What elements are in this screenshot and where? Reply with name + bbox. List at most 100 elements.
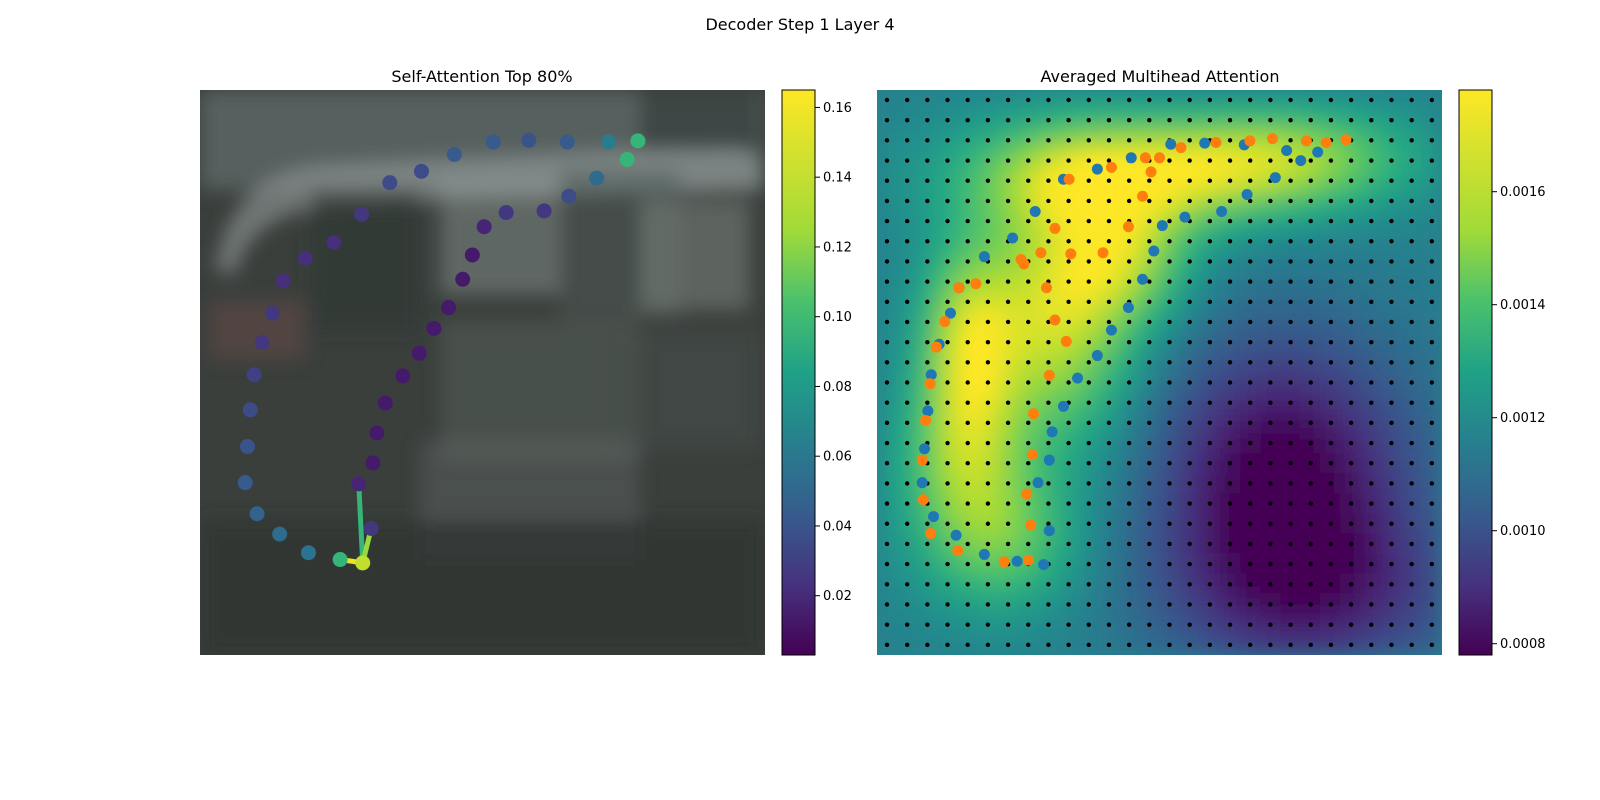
grid-dot bbox=[1328, 582, 1334, 587]
grid-dot bbox=[1288, 239, 1293, 244]
grid-dot bbox=[965, 239, 970, 244]
figure-suptitle: Decoder Step 1 Layer 4 bbox=[705, 15, 894, 34]
grid-dot bbox=[1369, 440, 1374, 446]
grid-dot bbox=[884, 259, 890, 264]
grid-dot bbox=[1348, 481, 1354, 486]
grid-dot bbox=[1066, 642, 1071, 648]
grid-dot bbox=[1106, 521, 1112, 526]
grid-dot bbox=[904, 259, 910, 264]
trajectory-point-18 bbox=[249, 506, 265, 522]
series-b-point-18 bbox=[920, 415, 932, 427]
grid-dot bbox=[1429, 380, 1435, 385]
grid-dot bbox=[1369, 279, 1374, 284]
grid-dot bbox=[1409, 420, 1414, 426]
grid-dot bbox=[1187, 97, 1192, 103]
grid-dot bbox=[1348, 178, 1354, 183]
grid-dot bbox=[1046, 299, 1051, 304]
grid-dot bbox=[1409, 360, 1414, 365]
series-a-point-9 bbox=[1007, 232, 1019, 244]
grid-dot bbox=[1046, 158, 1051, 163]
grid-dot bbox=[904, 420, 910, 426]
trajectory-point-37 bbox=[561, 188, 577, 204]
grid-dot bbox=[1227, 299, 1233, 304]
series-a-point-14 bbox=[925, 369, 937, 381]
grid-dot bbox=[1207, 239, 1213, 244]
grid-dot bbox=[965, 380, 970, 385]
grid-dot bbox=[1328, 501, 1334, 506]
grid-dot bbox=[965, 138, 970, 143]
grid-dot bbox=[1308, 360, 1313, 365]
grid-dot bbox=[1147, 521, 1152, 526]
grid-dot bbox=[1046, 521, 1051, 526]
grid-dot bbox=[1005, 138, 1011, 143]
grid-dot bbox=[1288, 602, 1293, 607]
grid-dot bbox=[884, 420, 890, 426]
grid-dot bbox=[1106, 501, 1112, 506]
grid-dot bbox=[985, 299, 991, 304]
grid-dot bbox=[884, 461, 890, 466]
grid-dot bbox=[1046, 501, 1051, 506]
grid-dot bbox=[1248, 501, 1253, 506]
grid-dot bbox=[1207, 501, 1213, 506]
grid-dot bbox=[884, 117, 890, 123]
grid-dot bbox=[1248, 440, 1253, 446]
grid-dot bbox=[904, 642, 910, 648]
grid-dot bbox=[925, 239, 930, 244]
grid-dot bbox=[1348, 279, 1354, 284]
grid-dot bbox=[1005, 501, 1011, 506]
grid-dot bbox=[1147, 239, 1152, 244]
grid-dot bbox=[1328, 97, 1334, 103]
grid-dot bbox=[945, 420, 950, 426]
grid-dot bbox=[1268, 158, 1273, 163]
grid-dot bbox=[1026, 299, 1031, 304]
grid-dot bbox=[1106, 339, 1112, 345]
series-a-point-10 bbox=[978, 251, 990, 263]
grid-dot bbox=[1106, 117, 1112, 123]
grid-dot bbox=[1046, 319, 1051, 325]
grid-dot bbox=[1126, 239, 1132, 244]
grid-dot bbox=[1389, 420, 1394, 426]
series-b-point-23 bbox=[998, 556, 1010, 568]
grid-dot bbox=[904, 561, 910, 567]
series-a-point-16 bbox=[918, 443, 930, 455]
series-b-point-39 bbox=[1154, 152, 1165, 164]
grid-dot bbox=[1248, 561, 1253, 567]
grid-dot bbox=[1369, 561, 1374, 567]
colorbar-tick-label: 0.02 bbox=[823, 589, 852, 604]
grid-dot bbox=[1106, 642, 1112, 648]
series-b-point-29 bbox=[1043, 369, 1055, 381]
grid-dot bbox=[884, 561, 890, 567]
grid-dot bbox=[1005, 339, 1011, 345]
grid-dot bbox=[1066, 541, 1071, 547]
grid-dot bbox=[1288, 541, 1293, 547]
grid-dot bbox=[1288, 420, 1293, 426]
grid-dot bbox=[1005, 299, 1011, 304]
grid-dot bbox=[1288, 158, 1293, 163]
grid-dot bbox=[1248, 259, 1253, 264]
grid-dot bbox=[1207, 319, 1213, 325]
grid-dot bbox=[1268, 461, 1273, 466]
grid-dot bbox=[1086, 198, 1091, 204]
trajectory-point-35 bbox=[498, 205, 514, 221]
grid-dot bbox=[985, 339, 991, 345]
series-a-point-24 bbox=[1032, 477, 1044, 489]
grid-dot bbox=[1288, 117, 1293, 123]
grid-dot bbox=[1167, 521, 1172, 526]
grid-dot bbox=[1005, 117, 1011, 123]
grid-dot bbox=[1308, 501, 1313, 506]
grid-dot bbox=[985, 380, 991, 385]
grid-dot bbox=[1369, 97, 1374, 103]
grid-dot bbox=[1409, 622, 1414, 627]
trajectory-point-15 bbox=[242, 402, 258, 418]
grid-dot bbox=[1369, 239, 1374, 244]
grid-dot bbox=[1328, 541, 1334, 547]
colorbar-tick-label: 0.16 bbox=[823, 101, 852, 116]
series-a-point-30 bbox=[1105, 324, 1117, 336]
grid-dot bbox=[1086, 642, 1091, 648]
grid-dot bbox=[1268, 561, 1273, 567]
grid-dot bbox=[1409, 582, 1414, 587]
grid-dot bbox=[1409, 97, 1414, 103]
grid-dot bbox=[1268, 198, 1273, 204]
multihead-attention-panel: Averaged Multihead Attention 0.0008 0.001… bbox=[877, 67, 1546, 656]
grid-dot bbox=[1167, 642, 1172, 648]
